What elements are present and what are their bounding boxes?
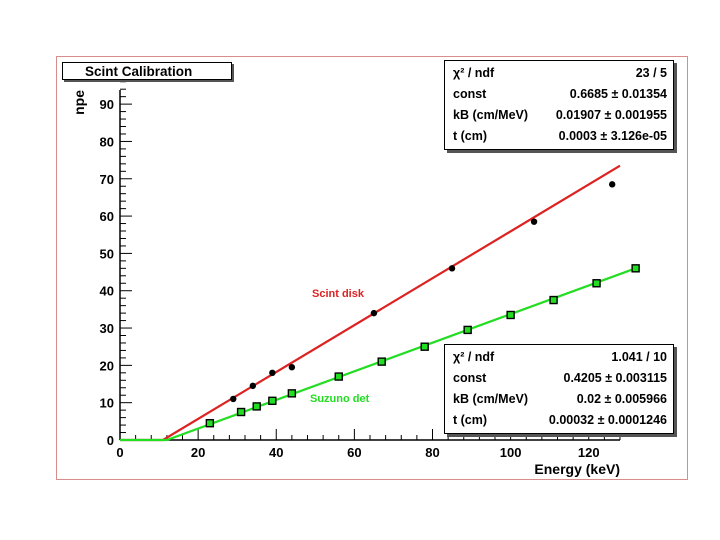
suzuno-det-point: [377, 357, 386, 366]
y-tick-label: 90: [100, 97, 114, 112]
stat-label: t (cm): [453, 129, 488, 143]
suzuno-det-point: [334, 372, 343, 381]
stat-value: 0.02 ± 0.005966: [576, 392, 667, 406]
x-axis-title: Energy (keV): [534, 461, 620, 477]
suzuno-det-point: [631, 264, 640, 273]
stat-label: χ² / ndf: [453, 66, 495, 80]
x-tick-label: 40: [269, 445, 283, 460]
stat-label: const: [453, 371, 487, 385]
scint-disk-point: [448, 265, 456, 272]
x-tick-label: 60: [347, 445, 361, 460]
scint-disk-point: [288, 364, 296, 371]
y-tick-label: 0: [107, 433, 114, 448]
suzuno-det-point: [268, 396, 277, 406]
chart-title-box: Scint Calibration: [62, 62, 232, 80]
y-tick-label: 20: [100, 358, 114, 373]
suzuno-det-point: [287, 389, 297, 398]
x-tick-label: 120: [578, 445, 600, 460]
stat-row: χ² / ndf 1.041 / 10: [453, 347, 667, 367]
stat-label: t (cm): [453, 413, 488, 427]
stat-label: const: [453, 87, 487, 101]
suzuno-det-point: [463, 325, 472, 335]
fit-stats-box-suzuno: χ² / ndf 1.041 / 10 const 0.4205 ± 0.003…: [444, 344, 674, 434]
x-tick-label: 100: [500, 445, 522, 460]
suzuno-det-point: [252, 402, 261, 411]
stat-value: 23 / 5: [635, 66, 667, 80]
y-tick-label: 10: [100, 396, 114, 411]
y-tick-label: 50: [100, 246, 114, 261]
y-tick-label: 40: [100, 284, 114, 299]
fit-stats-box-scint: χ² / ndf 23 / 5 const 0.6685 ± 0.01354 k…: [444, 60, 674, 150]
stat-row: kB (cm/MeV) 0.02 ± 0.005966: [453, 389, 667, 409]
stat-value: 0.01907 ± 0.001955: [555, 108, 667, 122]
stat-value: 1.041 / 10: [611, 350, 667, 364]
x-tick-label: 20: [191, 445, 205, 460]
scint-disk-point: [249, 382, 257, 390]
suzuno-det-point: [592, 279, 601, 288]
y-tick-label: 70: [100, 172, 114, 187]
suzuno-det-point: [506, 310, 515, 320]
scint-disk-point: [370, 309, 378, 317]
stat-row: kB (cm/MeV) 0.01907 ± 0.001955: [453, 105, 667, 125]
scint-disk-point: [608, 181, 616, 188]
stat-value: 0.6685 ± 0.01354: [569, 87, 667, 101]
stat-row: χ² / ndf 23 / 5: [453, 63, 667, 83]
suzuno-det-point: [236, 407, 246, 417]
stat-label: kB (cm/MeV): [453, 108, 529, 122]
y-axis-title: npe: [71, 90, 87, 115]
stat-label: χ² / ndf: [453, 350, 495, 364]
x-tick-label: 0: [116, 445, 123, 460]
scint-disk-point: [530, 218, 538, 225]
y-tick-label: 60: [100, 209, 114, 224]
stat-value: 0.4205 ± 0.003115: [563, 371, 668, 385]
suzuno-det-point: [420, 342, 429, 351]
fit-line-suzuno-det: [120, 267, 637, 442]
stat-row: const 0.4205 ± 0.003115: [453, 368, 667, 388]
x-tick-label: 80: [425, 445, 439, 460]
stat-value: 0.0003 ± 3.126e-05: [558, 129, 667, 143]
stat-value: 0.00032 ± 0.0001246: [548, 413, 667, 427]
stat-label: kB (cm/MeV): [453, 392, 529, 406]
y-tick-label: 80: [100, 134, 114, 149]
y-tick-label: 30: [100, 321, 114, 336]
series-label-suzuno-det: Suzuno det: [310, 393, 370, 405]
scint-disk-point: [269, 369, 276, 377]
suzuno-det-point: [549, 295, 558, 305]
scint-disk-point: [230, 395, 237, 403]
chart-title: Scint Calibration: [85, 64, 193, 79]
stat-row: const 0.6685 ± 0.01354: [453, 84, 667, 104]
suzuno-det-point: [205, 419, 215, 428]
stat-row: t (cm) 0.00032 ± 0.0001246: [453, 410, 667, 430]
series-label-scint-disk: Scint disk: [312, 288, 365, 300]
stat-row: t (cm) 0.0003 ± 3.126e-05: [453, 126, 667, 146]
